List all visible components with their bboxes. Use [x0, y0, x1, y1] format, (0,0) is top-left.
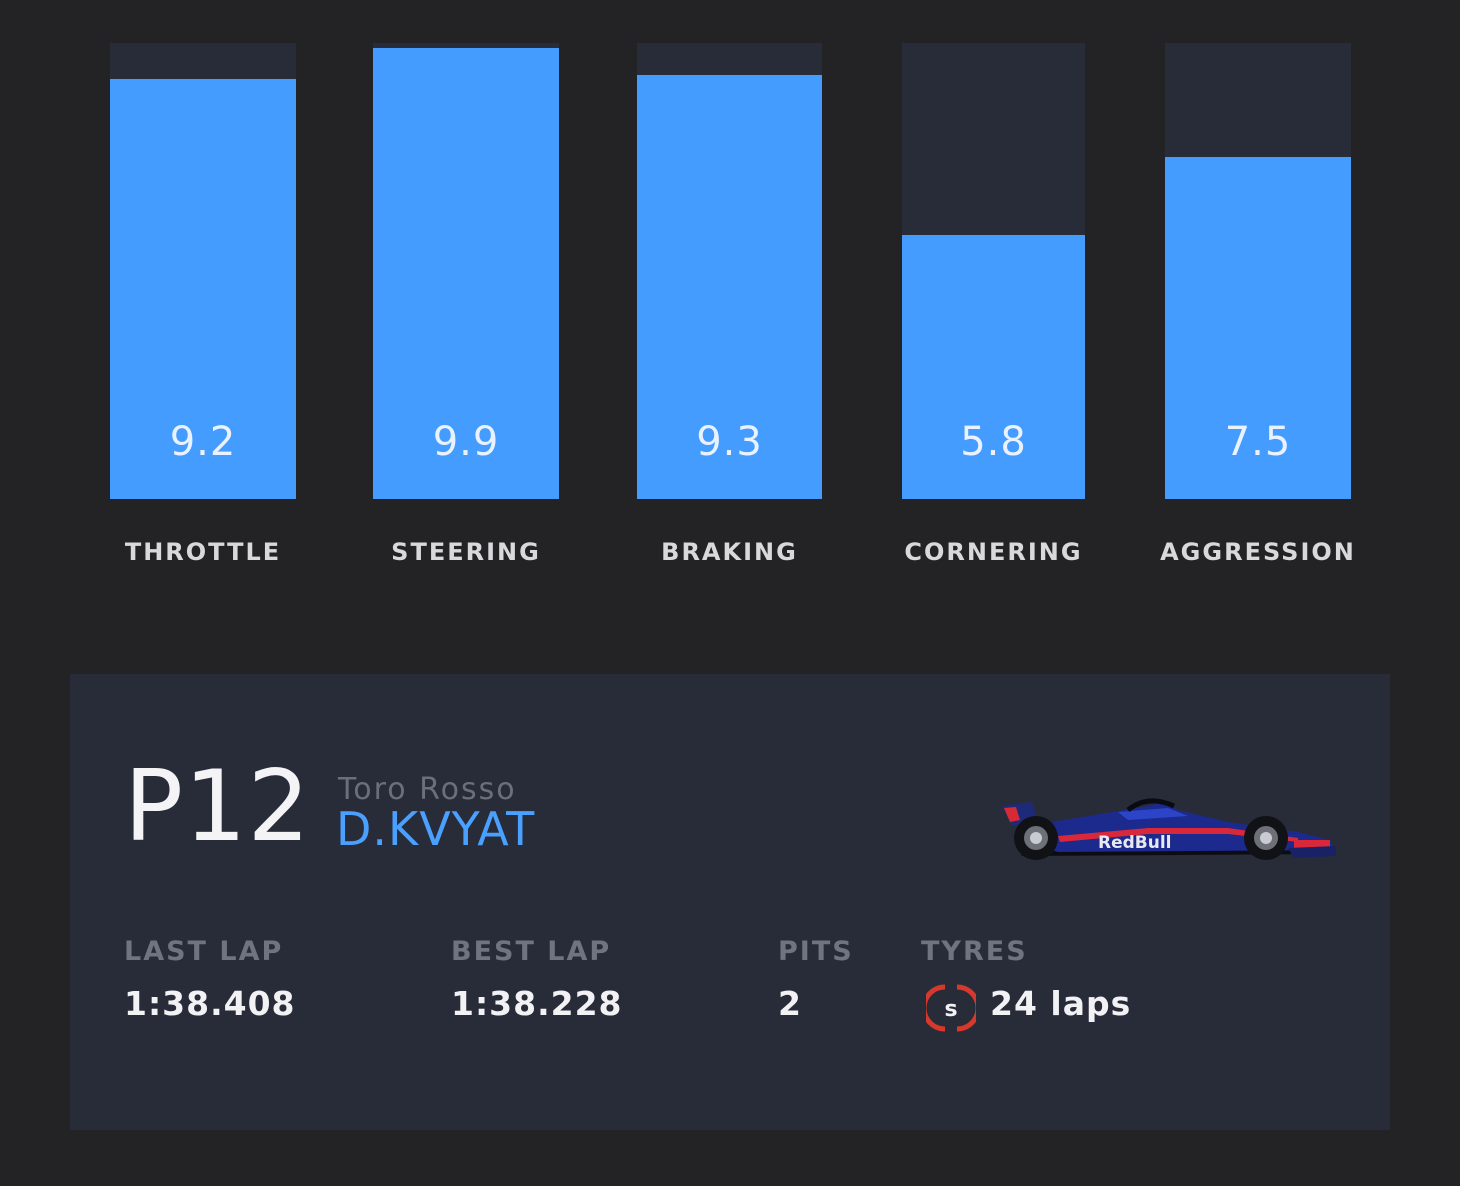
driver-name: D.KVYAT: [336, 802, 536, 856]
best-lap-value: 1:38.228: [451, 984, 623, 1023]
steering-label: STEERING: [391, 538, 541, 566]
pits-label: PITS: [778, 936, 854, 967]
braking-bar: 9.3: [637, 43, 822, 499]
driver-ratings-bars: 9.2 THROTTLE 9.9 STEERING 9.3 BRAKING 5.…: [110, 43, 1356, 566]
team-name: Toro Rosso: [338, 772, 517, 807]
cornering-bar-fill: 5.8: [902, 234, 1085, 499]
aggression-bar-fill: 7.5: [1165, 157, 1351, 499]
cornering-value: 5.8: [960, 419, 1027, 465]
steering-bar: 9.9: [373, 43, 559, 499]
pits-value: 2: [778, 984, 802, 1023]
tyre-compound: s: [944, 997, 957, 1022]
cornering-bar: 5.8: [902, 43, 1085, 499]
cornering-label: CORNERING: [904, 538, 1083, 566]
throttle-label: THROTTLE: [124, 538, 282, 566]
aggression-label: AGGRESSION: [1160, 538, 1356, 566]
svg-text:RedBull: RedBull: [1098, 833, 1172, 853]
braking-bar-fill: 9.3: [637, 74, 822, 499]
aggression-value: 7.5: [1224, 419, 1292, 465]
last-lap-label: LAST LAP: [124, 936, 284, 967]
tyre-laps-value: 24 laps: [990, 984, 1132, 1023]
best-lap-label: BEST LAP: [451, 936, 612, 967]
soft-tyre-icon: s: [926, 984, 976, 1032]
driver-card: P12 Toro Rosso D.KVYAT RedBull: [70, 674, 1390, 1130]
race-position: P12: [124, 750, 311, 864]
throttle-value: 9.2: [169, 419, 237, 465]
throttle-bar-fill: 9.2: [110, 79, 296, 499]
braking-value: 9.3: [696, 419, 763, 465]
aggression-bar: 7.5: [1165, 43, 1351, 499]
throttle-bar: 9.2: [110, 43, 296, 499]
steering-bar-fill: 9.9: [373, 47, 559, 499]
last-lap-value: 1:38.408: [124, 984, 296, 1023]
toro-rosso-car-icon: RedBull: [1002, 798, 1336, 860]
tyres-label: TYRES: [921, 936, 1028, 967]
steering-value: 9.9: [432, 419, 500, 465]
braking-label: BRAKING: [661, 538, 798, 566]
